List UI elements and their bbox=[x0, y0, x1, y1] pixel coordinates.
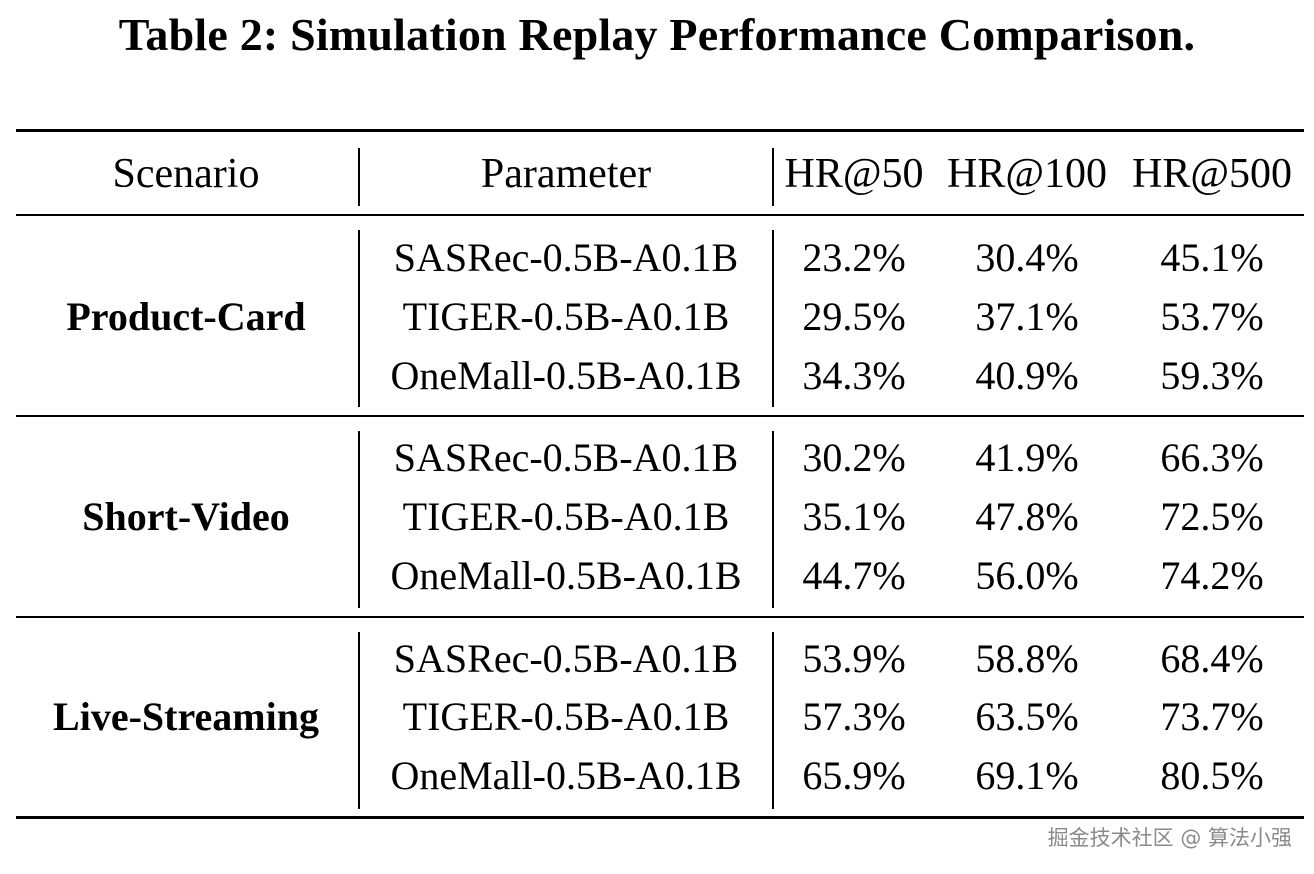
table-cell-parameter: OneMall-0.5B-A0.1B bbox=[390, 753, 742, 798]
table-cell-hr100: 37.1% bbox=[975, 294, 1079, 339]
group-label-short-video: Short-Video bbox=[82, 494, 290, 539]
table-cell-hr100: 47.8% bbox=[975, 494, 1079, 539]
table-cell-parameter: TIGER-0.5B-A0.1B bbox=[402, 494, 730, 539]
table-cell-hr50: 65.9% bbox=[802, 753, 906, 798]
table-cell-parameter: SASRec-0.5B-A0.1B bbox=[393, 235, 739, 280]
table-cell-hr500: 53.7% bbox=[1160, 294, 1264, 339]
header-scenario: Scenario bbox=[112, 151, 260, 197]
group-label-product-card: Product-Card bbox=[66, 294, 306, 339]
table-cell-parameter: TIGER-0.5B-A0.1B bbox=[402, 294, 730, 339]
table-cell-parameter: SASRec-0.5B-A0.1B bbox=[393, 636, 739, 681]
group3-divider-left bbox=[358, 632, 360, 809]
table-cell-hr50: 57.3% bbox=[802, 694, 906, 739]
table-cell-hr100: 40.9% bbox=[975, 353, 1079, 398]
table-cell-hr500: 73.7% bbox=[1160, 694, 1264, 739]
group3-divider-right bbox=[772, 632, 774, 809]
header-rule bbox=[16, 214, 1304, 216]
table-cell-hr50: 29.5% bbox=[802, 294, 906, 339]
table-cell-hr100: 63.5% bbox=[975, 694, 1079, 739]
group-rule-1 bbox=[16, 415, 1304, 417]
table-cell-parameter: OneMall-0.5B-A0.1B bbox=[390, 553, 742, 598]
table-cell-hr500: 66.3% bbox=[1160, 435, 1264, 480]
watermark: 掘金技术社区 @ 算法小强 bbox=[1047, 826, 1292, 850]
bottom-rule bbox=[16, 816, 1304, 819]
table-cell-hr500: 59.3% bbox=[1160, 353, 1264, 398]
group2-divider-left bbox=[358, 431, 360, 608]
table-cell-hr100: 41.9% bbox=[975, 435, 1079, 480]
table-cell-parameter: OneMall-0.5B-A0.1B bbox=[390, 353, 742, 398]
group1-divider-right bbox=[772, 230, 774, 407]
header-hr500: HR@500 bbox=[1131, 151, 1293, 197]
table-cell-hr50: 30.2% bbox=[802, 435, 906, 480]
table-cell-hr500: 74.2% bbox=[1160, 553, 1264, 598]
table-cell-hr500: 72.5% bbox=[1160, 494, 1264, 539]
header-hr50: HR@50 bbox=[784, 151, 924, 197]
table-cell-hr100: 56.0% bbox=[975, 553, 1079, 598]
table-cell-parameter: TIGER-0.5B-A0.1B bbox=[402, 694, 730, 739]
group2-divider-right bbox=[772, 431, 774, 608]
table-cell-hr50: 23.2% bbox=[802, 235, 906, 280]
header-hr100: HR@100 bbox=[946, 151, 1108, 197]
group-label-live-streaming: Live-Streaming bbox=[53, 694, 319, 739]
table-cell-hr50: 53.9% bbox=[802, 636, 906, 681]
table-cell-hr100: 69.1% bbox=[975, 753, 1079, 798]
header-divider-left bbox=[358, 148, 360, 206]
table-cell-hr50: 44.7% bbox=[802, 553, 906, 598]
group1-divider-left bbox=[358, 230, 360, 407]
top-rule bbox=[16, 129, 1304, 132]
table-cell-hr100: 58.8% bbox=[975, 636, 1079, 681]
table-cell-hr50: 34.3% bbox=[802, 353, 906, 398]
header-parameter: Parameter bbox=[480, 151, 652, 197]
table-cell-hr500: 45.1% bbox=[1160, 235, 1264, 280]
table-cell-hr100: 30.4% bbox=[975, 235, 1079, 280]
header-divider-right bbox=[772, 148, 774, 206]
table-cell-parameter: SASRec-0.5B-A0.1B bbox=[393, 435, 739, 480]
table-cell-hr50: 35.1% bbox=[802, 494, 906, 539]
group-rule-2 bbox=[16, 616, 1304, 618]
table-cell-hr500: 68.4% bbox=[1160, 636, 1264, 681]
table-cell-hr500: 80.5% bbox=[1160, 753, 1264, 798]
table-title: Table 2: Simulation Replay Performance C… bbox=[118, 9, 1196, 60]
